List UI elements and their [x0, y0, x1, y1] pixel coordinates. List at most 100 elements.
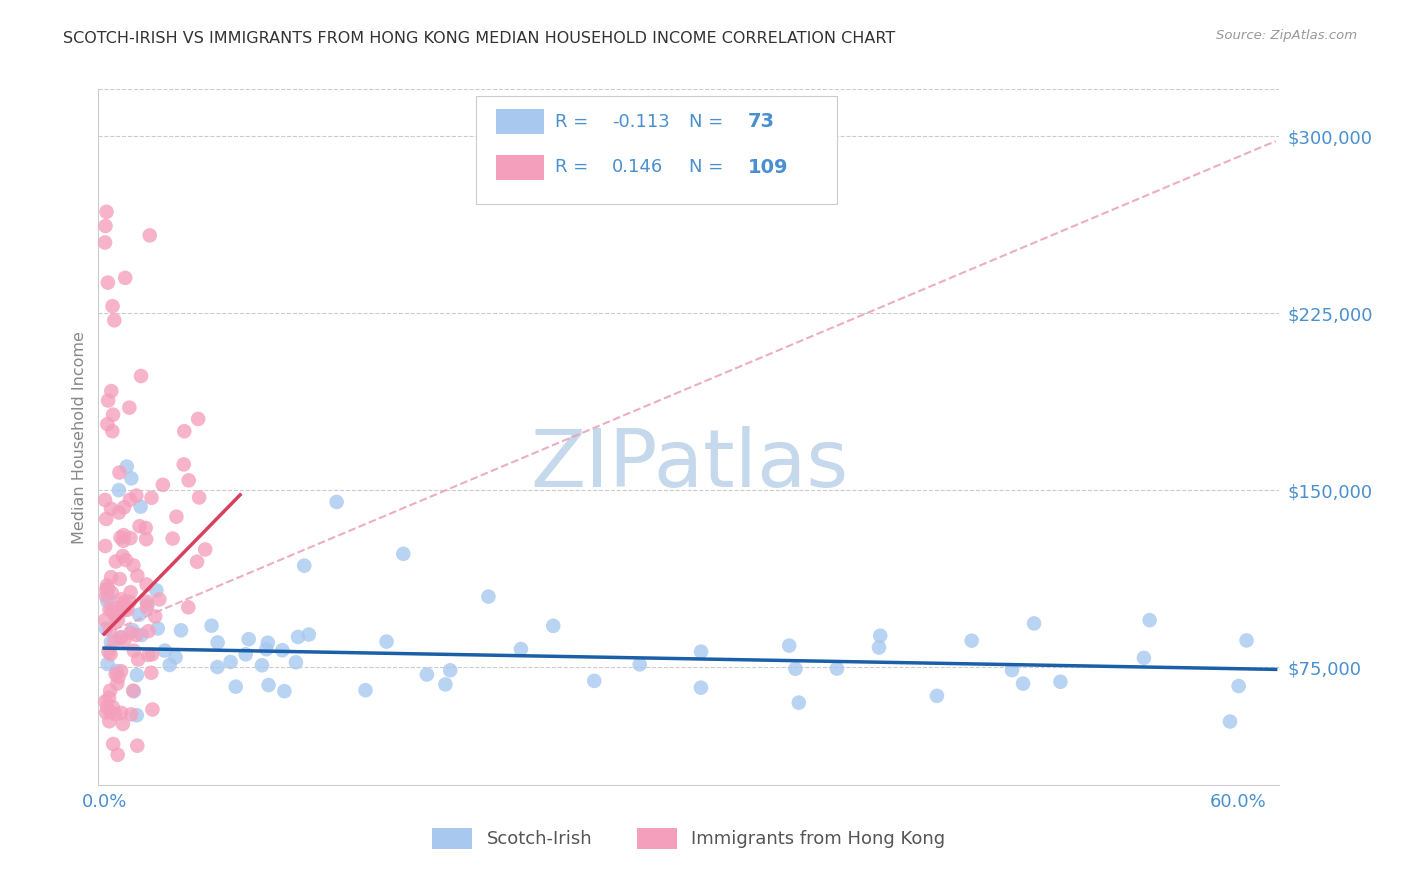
FancyBboxPatch shape: [477, 96, 837, 204]
Point: [173, 424, 195, 438]
Point: [787, 696, 810, 710]
Point: [1236, 633, 1258, 648]
Point: [238, 632, 260, 647]
Y-axis label: Median Household Income: Median Household Income: [72, 331, 87, 543]
Point: [94, 622, 117, 636]
Point: [107, 670, 129, 684]
Point: [112, 596, 135, 610]
Point: [100, 647, 122, 661]
Point: [111, 549, 134, 563]
Point: [583, 673, 606, 688]
Point: [159, 657, 181, 672]
Point: [1133, 651, 1156, 665]
Text: N =: N =: [689, 113, 728, 131]
Point: [778, 639, 800, 653]
Point: [103, 607, 125, 622]
Point: [257, 678, 280, 692]
Point: [188, 491, 211, 505]
Point: [177, 600, 200, 615]
Text: R =: R =: [555, 113, 595, 131]
Point: [96, 578, 118, 592]
Point: [125, 708, 148, 723]
Point: [98, 622, 121, 636]
Point: [96, 204, 118, 219]
Point: [115, 553, 138, 567]
Point: [103, 313, 125, 327]
Point: [136, 598, 159, 612]
Point: [114, 633, 136, 648]
Point: [120, 531, 142, 545]
Point: [690, 681, 713, 695]
Point: [104, 667, 127, 681]
Point: [138, 624, 160, 639]
Point: [110, 630, 132, 644]
Point: [108, 483, 131, 497]
Point: [145, 583, 167, 598]
Point: [250, 658, 273, 673]
Point: [110, 706, 132, 720]
Point: [141, 648, 163, 662]
Point: [112, 528, 135, 542]
Point: [148, 592, 170, 607]
Point: [416, 667, 439, 681]
Point: [96, 594, 118, 608]
Point: [103, 737, 125, 751]
Point: [94, 589, 117, 603]
Point: [96, 417, 118, 431]
Text: 73: 73: [748, 112, 775, 131]
Point: [141, 665, 163, 680]
Point: [284, 656, 307, 670]
Bar: [496, 110, 544, 135]
Point: [122, 644, 145, 658]
Point: [108, 466, 131, 480]
Point: [510, 642, 533, 657]
Point: [162, 532, 184, 546]
Point: [925, 689, 948, 703]
Point: [136, 648, 159, 662]
Point: [97, 276, 120, 290]
Point: [96, 582, 118, 597]
Point: [173, 458, 195, 472]
Point: [104, 707, 127, 722]
Text: -0.113: -0.113: [612, 113, 669, 131]
Point: [257, 635, 280, 649]
Point: [111, 717, 134, 731]
Point: [94, 235, 117, 250]
Point: [98, 683, 121, 698]
Point: [128, 607, 150, 622]
Point: [152, 478, 174, 492]
Point: [869, 629, 891, 643]
Point: [100, 501, 122, 516]
Point: [127, 739, 149, 753]
Point: [108, 572, 131, 586]
Point: [101, 586, 124, 600]
Point: [122, 684, 145, 698]
Text: SCOTCH-IRISH VS IMMIGRANTS FROM HONG KONG MEDIAN HOUSEHOLD INCOME CORRELATION CH: SCOTCH-IRISH VS IMMIGRANTS FROM HONG KON…: [63, 31, 896, 46]
Point: [118, 595, 141, 609]
Text: R =: R =: [555, 158, 595, 176]
Point: [628, 657, 651, 672]
Point: [375, 634, 398, 648]
Point: [100, 604, 122, 618]
Point: [98, 602, 121, 616]
Point: [785, 662, 807, 676]
Point: [97, 590, 120, 604]
Point: [100, 570, 122, 584]
Point: [101, 424, 124, 438]
Point: [96, 700, 118, 714]
Point: [135, 532, 157, 546]
Point: [225, 680, 247, 694]
Point: [143, 609, 166, 624]
Point: [103, 634, 125, 648]
Point: [135, 577, 157, 591]
Point: [115, 459, 138, 474]
Point: [219, 655, 242, 669]
Point: [104, 609, 127, 624]
Point: [104, 601, 127, 615]
Point: [153, 643, 176, 657]
Point: [108, 631, 131, 645]
Point: [325, 495, 347, 509]
Point: [120, 707, 142, 722]
Point: [122, 558, 145, 573]
Point: [165, 650, 187, 665]
